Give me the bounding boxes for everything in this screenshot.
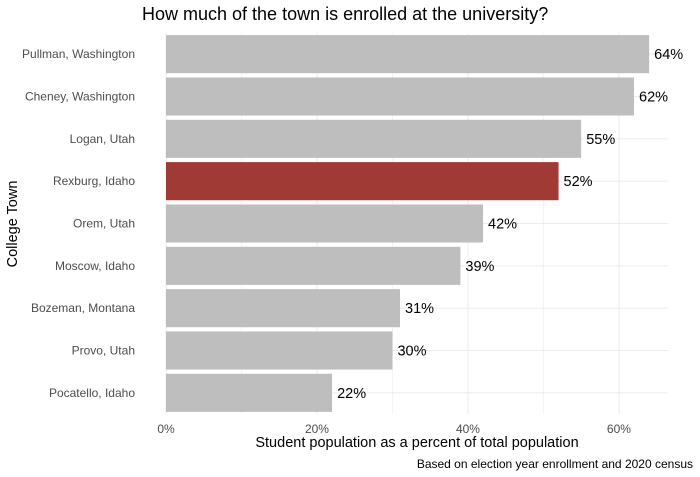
x-tick-label: 20% xyxy=(305,422,329,436)
bar xyxy=(166,162,559,201)
y-tick-label: Cheney, Washington xyxy=(25,90,135,104)
bar xyxy=(166,289,401,328)
y-tick-label: Provo, Utah xyxy=(72,344,135,358)
bar xyxy=(166,246,461,285)
y-tick-label: Orem, Utah xyxy=(73,217,135,231)
y-tick-label: Bozeman, Montana xyxy=(31,301,135,315)
bar xyxy=(166,77,635,116)
data-label: 30% xyxy=(397,344,426,360)
data-label: 62% xyxy=(639,90,668,106)
x-tick-label: 60% xyxy=(607,422,631,436)
data-label: 31% xyxy=(405,301,434,317)
data-label: 55% xyxy=(586,132,615,148)
data-label: 22% xyxy=(337,386,366,402)
bar xyxy=(166,204,484,243)
y-tick-label: Moscow, Idaho xyxy=(55,259,135,273)
y-axis-label: College Town xyxy=(5,180,21,268)
x-tick-label: 40% xyxy=(456,422,480,436)
x-tick-label: 0% xyxy=(157,422,175,436)
chart-caption: Based on election year enrollment and 20… xyxy=(416,457,693,471)
data-label: 42% xyxy=(488,217,517,233)
x-axis-label: Student population as a percent of total… xyxy=(255,435,579,451)
data-label: 52% xyxy=(564,174,593,190)
data-label: 64% xyxy=(654,47,683,63)
bar xyxy=(166,373,333,412)
data-label: 39% xyxy=(465,259,494,275)
bar xyxy=(166,119,582,158)
y-tick-label: Rexburg, Idaho xyxy=(53,174,135,188)
y-tick-label: Logan, Utah xyxy=(70,132,135,146)
bar xyxy=(166,35,650,74)
y-tick-label: Pocatello, Idaho xyxy=(49,386,135,400)
bar xyxy=(166,331,393,370)
y-tick-label: Pullman, Washington xyxy=(22,47,135,61)
chart-title: How much of the town is enrolled at the … xyxy=(142,4,549,24)
